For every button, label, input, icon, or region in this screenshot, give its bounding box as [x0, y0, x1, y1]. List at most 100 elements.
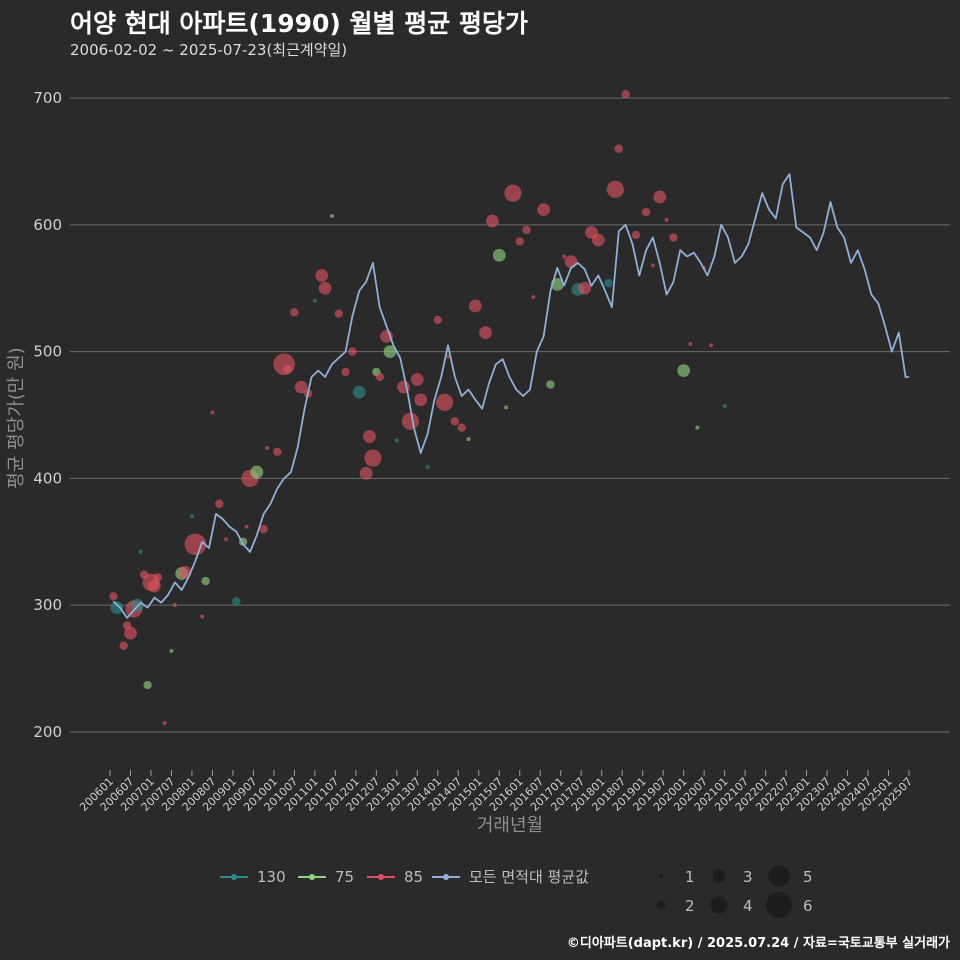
data-point — [232, 597, 241, 606]
data-point — [109, 592, 118, 601]
data-point — [250, 465, 264, 479]
data-point — [124, 626, 137, 640]
size-legend-circle — [710, 896, 728, 914]
data-point — [169, 648, 174, 653]
data-point — [522, 225, 531, 235]
data-point — [606, 180, 624, 198]
y-tick-label: 300 — [33, 596, 62, 614]
data-point — [537, 203, 551, 217]
data-point — [341, 367, 350, 377]
data-point — [688, 342, 693, 346]
data-point — [446, 354, 451, 359]
y-tick-label: 600 — [33, 216, 62, 234]
size-legend-label: 1 — [685, 868, 695, 886]
data-point — [119, 641, 128, 650]
data-point — [363, 430, 376, 443]
data-point — [184, 533, 207, 556]
data-point — [504, 405, 509, 410]
size-legend-circle — [768, 865, 790, 887]
data-point — [562, 254, 567, 259]
data-point — [244, 524, 249, 529]
data-point — [504, 184, 522, 202]
legend-label: 130 — [257, 868, 286, 886]
data-point — [312, 298, 317, 303]
data-point — [348, 347, 357, 356]
data-point — [425, 464, 430, 469]
data-point — [722, 404, 727, 409]
size-legend-label: 5 — [803, 868, 813, 886]
legend-label: 75 — [335, 868, 354, 886]
x-tick-labels: 2006012006072007012007072008012008072009… — [77, 770, 915, 814]
average-line — [112, 173, 909, 619]
data-point — [468, 299, 482, 313]
data-point — [259, 524, 268, 534]
data-point — [273, 353, 295, 376]
data-point — [614, 144, 623, 153]
size-legend-label: 2 — [685, 897, 695, 915]
size-legend-label: 3 — [743, 868, 753, 886]
data-point — [604, 278, 613, 288]
data-point — [315, 269, 329, 282]
data-point — [364, 449, 382, 467]
data-point — [394, 438, 399, 443]
data-point — [383, 345, 397, 359]
data-point — [436, 393, 454, 411]
size-legend-label: 6 — [803, 897, 813, 915]
size-legend-label: 4 — [743, 897, 753, 915]
legend-key-dot — [309, 874, 315, 880]
data-point — [515, 237, 524, 246]
size-legend-circle — [656, 900, 666, 910]
source-caption: ©디아파트(dapt.kr) / 2025.07.24 / 자료=국토교통부 실… — [566, 936, 950, 951]
data-point — [486, 214, 499, 228]
size-legend-circle — [712, 869, 726, 883]
data-point — [265, 445, 270, 450]
data-point — [410, 373, 424, 386]
data-point — [669, 233, 678, 242]
size-legend-circle — [766, 892, 792, 918]
data-point — [143, 680, 152, 690]
data-point — [153, 573, 163, 582]
x-axis-title: 거래년월 — [477, 815, 543, 836]
data-point — [359, 466, 373, 480]
y-tick-label: 200 — [33, 723, 62, 741]
data-point — [273, 447, 282, 456]
data-point — [189, 514, 194, 519]
legend-key-dot — [378, 874, 384, 880]
y-tick-label: 500 — [33, 343, 62, 361]
data-point — [546, 380, 555, 389]
size-legend-circle — [659, 874, 663, 878]
data-point — [631, 230, 641, 240]
data-point — [591, 233, 605, 247]
data-point — [147, 579, 161, 593]
data-point — [210, 410, 215, 415]
data-point — [352, 385, 366, 399]
y-tick-label: 400 — [33, 469, 62, 487]
data-point — [708, 343, 713, 348]
data-point — [433, 315, 442, 325]
data-point — [375, 372, 384, 382]
data-point — [695, 425, 700, 430]
chart-subtitle: 2006-02-02 ~ 2025-07-23(최근계약일) — [70, 41, 348, 59]
data-point — [329, 213, 334, 218]
data-point — [283, 365, 292, 374]
data-point — [401, 412, 420, 430]
data-point — [531, 295, 536, 300]
data-point — [215, 499, 224, 508]
data-point — [414, 393, 428, 407]
data-point — [224, 537, 229, 542]
data-point — [650, 263, 655, 268]
y-tick-label: 700 — [33, 89, 62, 107]
data-point — [172, 603, 177, 608]
gridlines — [70, 97, 950, 733]
data-point — [200, 614, 205, 619]
data-point — [201, 576, 210, 586]
data-point — [450, 417, 460, 426]
data-point — [110, 601, 124, 615]
data-point — [492, 248, 506, 262]
legend-key-dot — [443, 874, 449, 880]
data-point — [578, 281, 592, 295]
data-point — [641, 207, 651, 217]
data-point — [677, 364, 691, 378]
data-point — [138, 549, 143, 554]
